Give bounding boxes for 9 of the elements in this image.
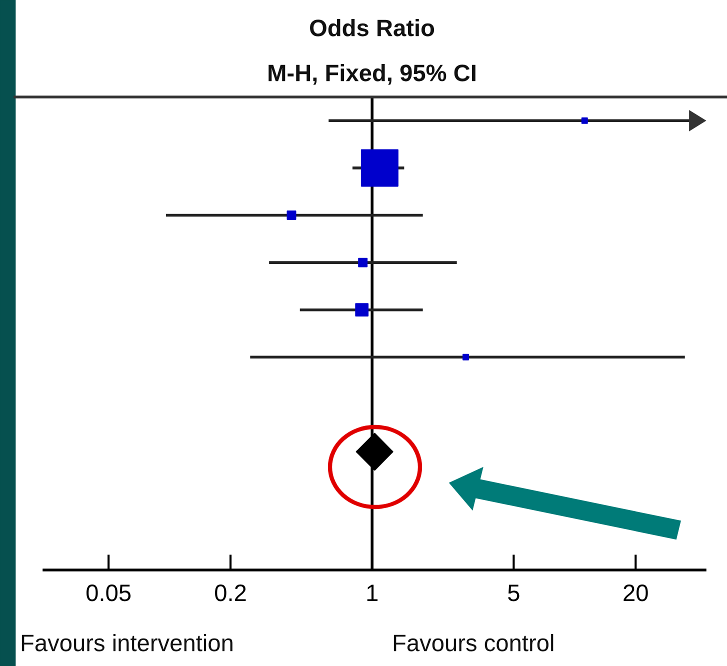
x-tick-label: 5 [508, 584, 520, 602]
chart-subtitle: M-H, Fixed, 95% CI [268, 64, 476, 85]
x-tick-label: 0.05 [86, 584, 131, 602]
x-tick-label: 1 [367, 584, 378, 601]
text: Favours intervention [22, 634, 232, 652]
x-tick-label: 20 [624, 584, 648, 602]
text: Favours control [394, 634, 554, 652]
chart-title: Odds Ratio [310, 18, 434, 36]
x-tick-label: 0.2 [215, 584, 246, 602]
